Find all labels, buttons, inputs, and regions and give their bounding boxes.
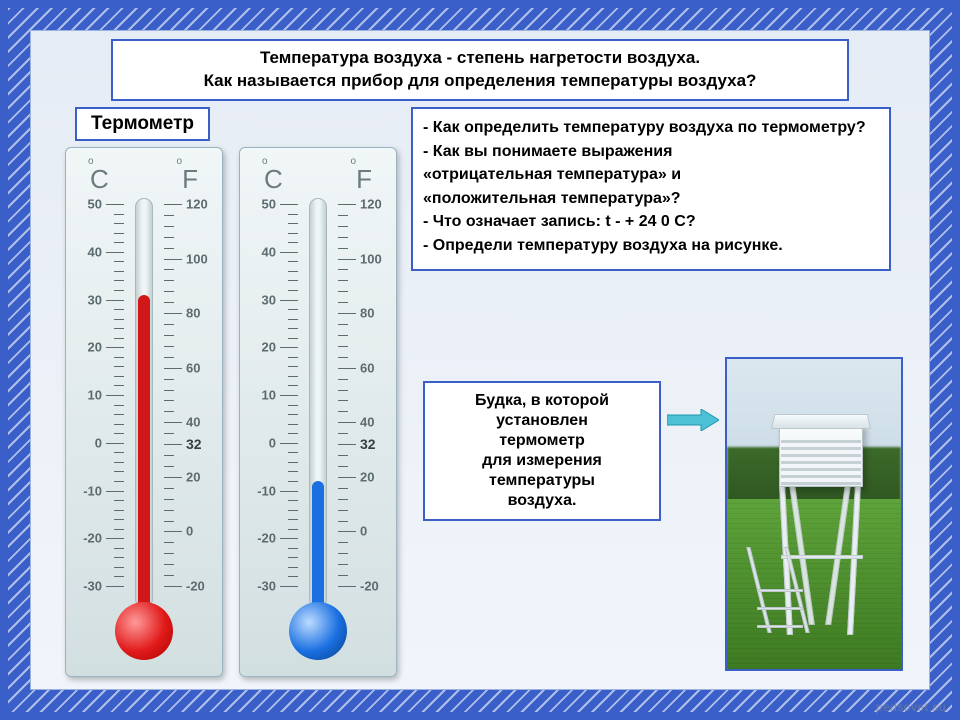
scale-area: -30-20-1001020304050 -200204060801001203… xyxy=(240,204,396,586)
tick-label: 0 xyxy=(360,524,367,539)
thermo-fluid xyxy=(312,481,324,604)
tick-label: 60 xyxy=(360,360,374,375)
tick-label: 0 xyxy=(269,435,276,450)
photo-step xyxy=(757,625,803,628)
photo-caption: Будка, в которой установлен термометр дл… xyxy=(423,381,661,521)
tick-label: 60 xyxy=(186,360,200,375)
question-4: Определи температуру воздуха на рисунке. xyxy=(423,235,879,257)
photo-grass xyxy=(727,499,901,669)
tick-label: -30 xyxy=(257,579,276,594)
scale-area: -30-20-1001020304050 -200204060801001203… xyxy=(66,204,222,586)
question-1: Как определить температуру воздуха по те… xyxy=(423,117,879,139)
thermo-bulb xyxy=(289,602,347,660)
slide-panel: Температура воздуха - степень нагретости… xyxy=(30,30,930,690)
caption-l4: для измерения xyxy=(431,451,653,471)
unit-fahrenheit: F xyxy=(356,164,372,195)
weather-station-photo xyxy=(725,357,903,671)
tick-label: 40 xyxy=(262,244,276,259)
title-line-2: Как называется прибор для определения те… xyxy=(123,70,837,93)
thermo-bulb xyxy=(115,602,173,660)
scale-celsius: -30-20-1001020304050 xyxy=(256,204,298,586)
scale-fahrenheit: -2002040608010012032 xyxy=(164,204,206,586)
tick-label: 10 xyxy=(262,388,276,403)
tick-label: 32 xyxy=(186,436,202,452)
tick-label: 30 xyxy=(262,292,276,307)
caption-l5: температуры xyxy=(431,471,653,491)
photo-step xyxy=(757,607,803,610)
tick-label: 80 xyxy=(186,306,200,321)
tick-label: -10 xyxy=(257,483,276,498)
tick-label: 20 xyxy=(360,469,374,484)
tick-label: -10 xyxy=(83,483,102,498)
caption-l3: термометр xyxy=(431,431,653,451)
tick-label: 80 xyxy=(360,306,374,321)
arrow-right-icon xyxy=(667,409,719,431)
tick-label: 40 xyxy=(186,415,200,430)
title-box: Температура воздуха - степень нагретости… xyxy=(111,39,849,101)
tick-label: 120 xyxy=(186,197,208,212)
tick-label: 50 xyxy=(262,197,276,212)
tick-label: 0 xyxy=(95,435,102,450)
thermometer-red: o C o F -30-20-1001020304050 -2002040608… xyxy=(65,147,223,677)
tick-label: 120 xyxy=(360,197,382,212)
question-2a: - Как вы понимаете выражения xyxy=(423,141,879,163)
slide-frame: Температура воздуха - степень нагретости… xyxy=(0,0,960,720)
caption-l1: Будка, в которой xyxy=(431,391,653,411)
tick-label: -20 xyxy=(186,579,205,594)
photo-roof xyxy=(771,414,871,429)
tick-label: 10 xyxy=(88,388,102,403)
caption-l2: установлен xyxy=(431,411,653,431)
question-2c: «положительная температура»? xyxy=(423,188,879,210)
title-line-1: Температура воздуха - степень нагретости… xyxy=(123,47,837,70)
questions-box: Как определить температуру воздуха по те… xyxy=(411,107,891,271)
scale-fahrenheit: -2002040608010012032 xyxy=(338,204,380,586)
tick-label: 0 xyxy=(186,524,193,539)
tick-label: 40 xyxy=(360,415,374,430)
photo-brace xyxy=(781,555,863,559)
tick-label: -20 xyxy=(360,579,379,594)
unit-celsius: C xyxy=(90,164,109,195)
tick-label: 32 xyxy=(360,436,376,452)
question-3: Что означает запись: t - + 24 0 С? xyxy=(423,211,879,233)
thermo-fluid xyxy=(138,295,150,604)
tick-label: 20 xyxy=(262,340,276,355)
scale-celsius: -30-20-1001020304050 xyxy=(82,204,124,586)
tick-label: 40 xyxy=(88,244,102,259)
caption-l6: воздуха. xyxy=(431,491,653,511)
question-2b: «отрицательная температура» и xyxy=(423,164,879,186)
unit-fahrenheit: F xyxy=(182,164,198,195)
photo-louvers xyxy=(781,439,861,485)
watermark: pedsovet.su xyxy=(876,700,946,714)
instrument-label: Термометр xyxy=(75,107,210,141)
tick-label: 20 xyxy=(186,469,200,484)
tick-label: 100 xyxy=(186,251,208,266)
unit-celsius: C xyxy=(264,164,283,195)
tick-label: 30 xyxy=(88,292,102,307)
tick-label: 100 xyxy=(360,251,382,266)
thermometer-blue: o C o F -30-20-1001020304050 -2002040608… xyxy=(239,147,397,677)
tick-label: 50 xyxy=(88,197,102,212)
tick-label: -20 xyxy=(83,531,102,546)
tick-label: -20 xyxy=(257,531,276,546)
tick-label: 20 xyxy=(88,340,102,355)
tick-label: -30 xyxy=(83,579,102,594)
photo-step xyxy=(757,589,803,592)
